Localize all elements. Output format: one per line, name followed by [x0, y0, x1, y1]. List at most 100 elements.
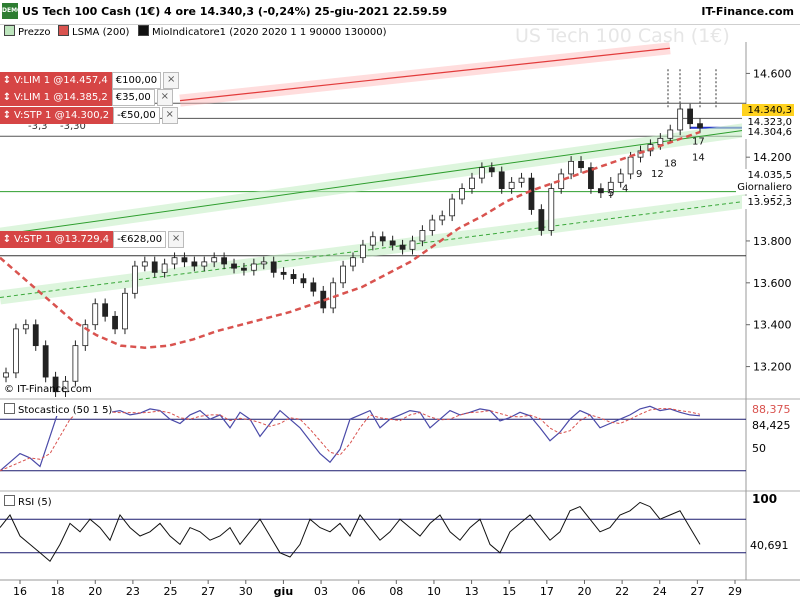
title-bar: DEMO US Tech 100 Cash (1€) 4 ore 14.340,…: [0, 0, 800, 25]
x-tick-label: 20: [88, 585, 102, 598]
order-sell-limit-2[interactable]: ↕ V:LIM 1 @14.385,2 €35,00 ×: [0, 89, 173, 106]
x-tick-label: 18: [51, 585, 65, 598]
price-candle: [92, 303, 99, 326]
price-candle: [399, 244, 406, 250]
price-candle: [379, 236, 386, 242]
price-candle: [131, 265, 138, 294]
legend-item-prezzo[interactable]: Prezzo: [4, 25, 51, 38]
y-tick-label: 13.800: [753, 235, 792, 248]
legend-bar: Prezzo LSMA (200) MioIndicatore1 (2020 2…: [0, 24, 800, 40]
order-sell-stop-2[interactable]: ↕ V:STP 1 @13.729,4 -€628,00 ×: [0, 231, 185, 248]
panel-divider: [0, 490, 800, 492]
price-candle: [171, 257, 178, 265]
price-candle: [369, 236, 376, 246]
x-tick-label: 10: [427, 585, 441, 598]
legend-swatch: [4, 25, 15, 36]
stochastic-value-1: 88,375: [752, 403, 791, 416]
price-candle: [280, 271, 287, 275]
price-tag: 13.952,3: [742, 196, 794, 209]
x-tick-label: 24: [653, 585, 667, 598]
price-candle: [122, 292, 128, 330]
stochastic-label[interactable]: Stocastico (50 1 5): [4, 403, 113, 416]
stochastic-value-2: 84,425: [752, 419, 791, 432]
x-tick-label: 13: [465, 585, 479, 598]
drag-handle-icon[interactable]: ↕: [2, 92, 12, 103]
price-candle: [697, 123, 703, 129]
demo-logo: DEMO: [2, 3, 22, 19]
x-tick-label: 30: [239, 585, 253, 598]
price-candle: [181, 257, 188, 263]
price-candle: [102, 303, 109, 317]
price-candle: [3, 372, 9, 378]
price-candle: [469, 177, 475, 189]
order-label: V:LIM 1 @14.385,2: [14, 92, 108, 103]
x-tick-label: 22: [615, 585, 629, 598]
partial-label-1: -3,3: [28, 121, 48, 132]
source-label: © IT-Finance.com: [4, 384, 92, 395]
close-icon[interactable]: ×: [161, 107, 178, 124]
order-value: €35,00: [111, 89, 155, 106]
x-tick-label: 23: [126, 585, 140, 598]
price-candle: [161, 263, 168, 273]
wave-label: 18: [664, 159, 677, 170]
legend-item-lsma[interactable]: LSMA (200): [58, 25, 129, 38]
stochastic-signal-line: [0, 408, 701, 472]
y-tick-label: 13.200: [753, 361, 792, 374]
drag-handle-icon[interactable]: ↕: [2, 75, 12, 86]
price-candle: [627, 156, 634, 175]
price-candle: [429, 219, 436, 231]
price-candle: [211, 257, 218, 263]
partial-label-2: -3,30: [60, 121, 86, 132]
price-candle: [310, 282, 317, 292]
price-candle: [677, 108, 684, 131]
rsi-line: [0, 501, 701, 562]
order-sell-stop-1[interactable]: ↕ V:STP 1 @14.300,2 -€50,00 ×: [0, 107, 178, 124]
stochastic-tick-50: 50: [752, 442, 766, 455]
wave-label: 17: [692, 137, 705, 148]
price-tag: 14.304,6: [742, 126, 794, 139]
price-candle: [439, 215, 446, 221]
close-icon[interactable]: ×: [168, 231, 185, 248]
x-tick-label: 25: [164, 585, 178, 598]
x-tick-label: 08: [389, 585, 403, 598]
rsi-title: RSI (5): [18, 497, 52, 508]
order-sell-limit-1[interactable]: ↕ V:LIM 1 @14.457,4 €100,00 ×: [0, 72, 180, 89]
price-candle: [449, 198, 456, 217]
price-candle: [250, 263, 257, 271]
y-tick-label: 14.600: [753, 67, 792, 80]
rsi-label[interactable]: RSI (5): [4, 495, 52, 508]
wave-label: 4: [622, 184, 628, 195]
watermark: US Tech 100 Cash (1€): [515, 25, 730, 47]
close-icon[interactable]: ×: [156, 89, 173, 106]
x-tick-label: 27: [690, 585, 704, 598]
price-tag-timeframe: Giornaliero: [736, 181, 794, 194]
x-tick-label: 17: [540, 585, 554, 598]
legend-label: Prezzo: [18, 27, 51, 38]
price-candle: [300, 278, 307, 284]
price-candle: [498, 171, 505, 189]
close-icon[interactable]: ×: [163, 72, 180, 89]
price-candle: [597, 188, 604, 194]
price-candle: [22, 324, 29, 330]
price-candle: [112, 315, 118, 330]
price-tag: 14.035,5: [742, 169, 794, 182]
wave-label: 12: [651, 169, 664, 180]
price-candle: [72, 345, 79, 382]
x-tick-label: 29: [728, 585, 742, 598]
x-tick-label: 16: [13, 585, 27, 598]
order-label: V:STP 1 @14.300,2: [14, 110, 110, 121]
drag-handle-icon[interactable]: ↕: [2, 110, 12, 121]
price-candle: [62, 380, 69, 393]
x-tick-label: 20: [577, 585, 591, 598]
price-candle: [607, 181, 614, 194]
price-tag-current: 14.340,3: [742, 104, 794, 117]
brand-name[interactable]: IT-Finance.com: [701, 5, 794, 18]
price-candle: [548, 188, 555, 231]
wave-label: 14: [692, 152, 705, 163]
price-candle: [409, 240, 416, 250]
y-tick-label: 13.400: [753, 319, 792, 332]
legend-item-mioindicatore[interactable]: MioIndicatore1 (2020 2020 1 1 90000 1300…: [138, 25, 387, 38]
price-candle: [488, 167, 495, 173]
stochastic-title: Stocastico (50 1 5): [18, 405, 113, 416]
drag-handle-icon[interactable]: ↕: [2, 234, 12, 245]
